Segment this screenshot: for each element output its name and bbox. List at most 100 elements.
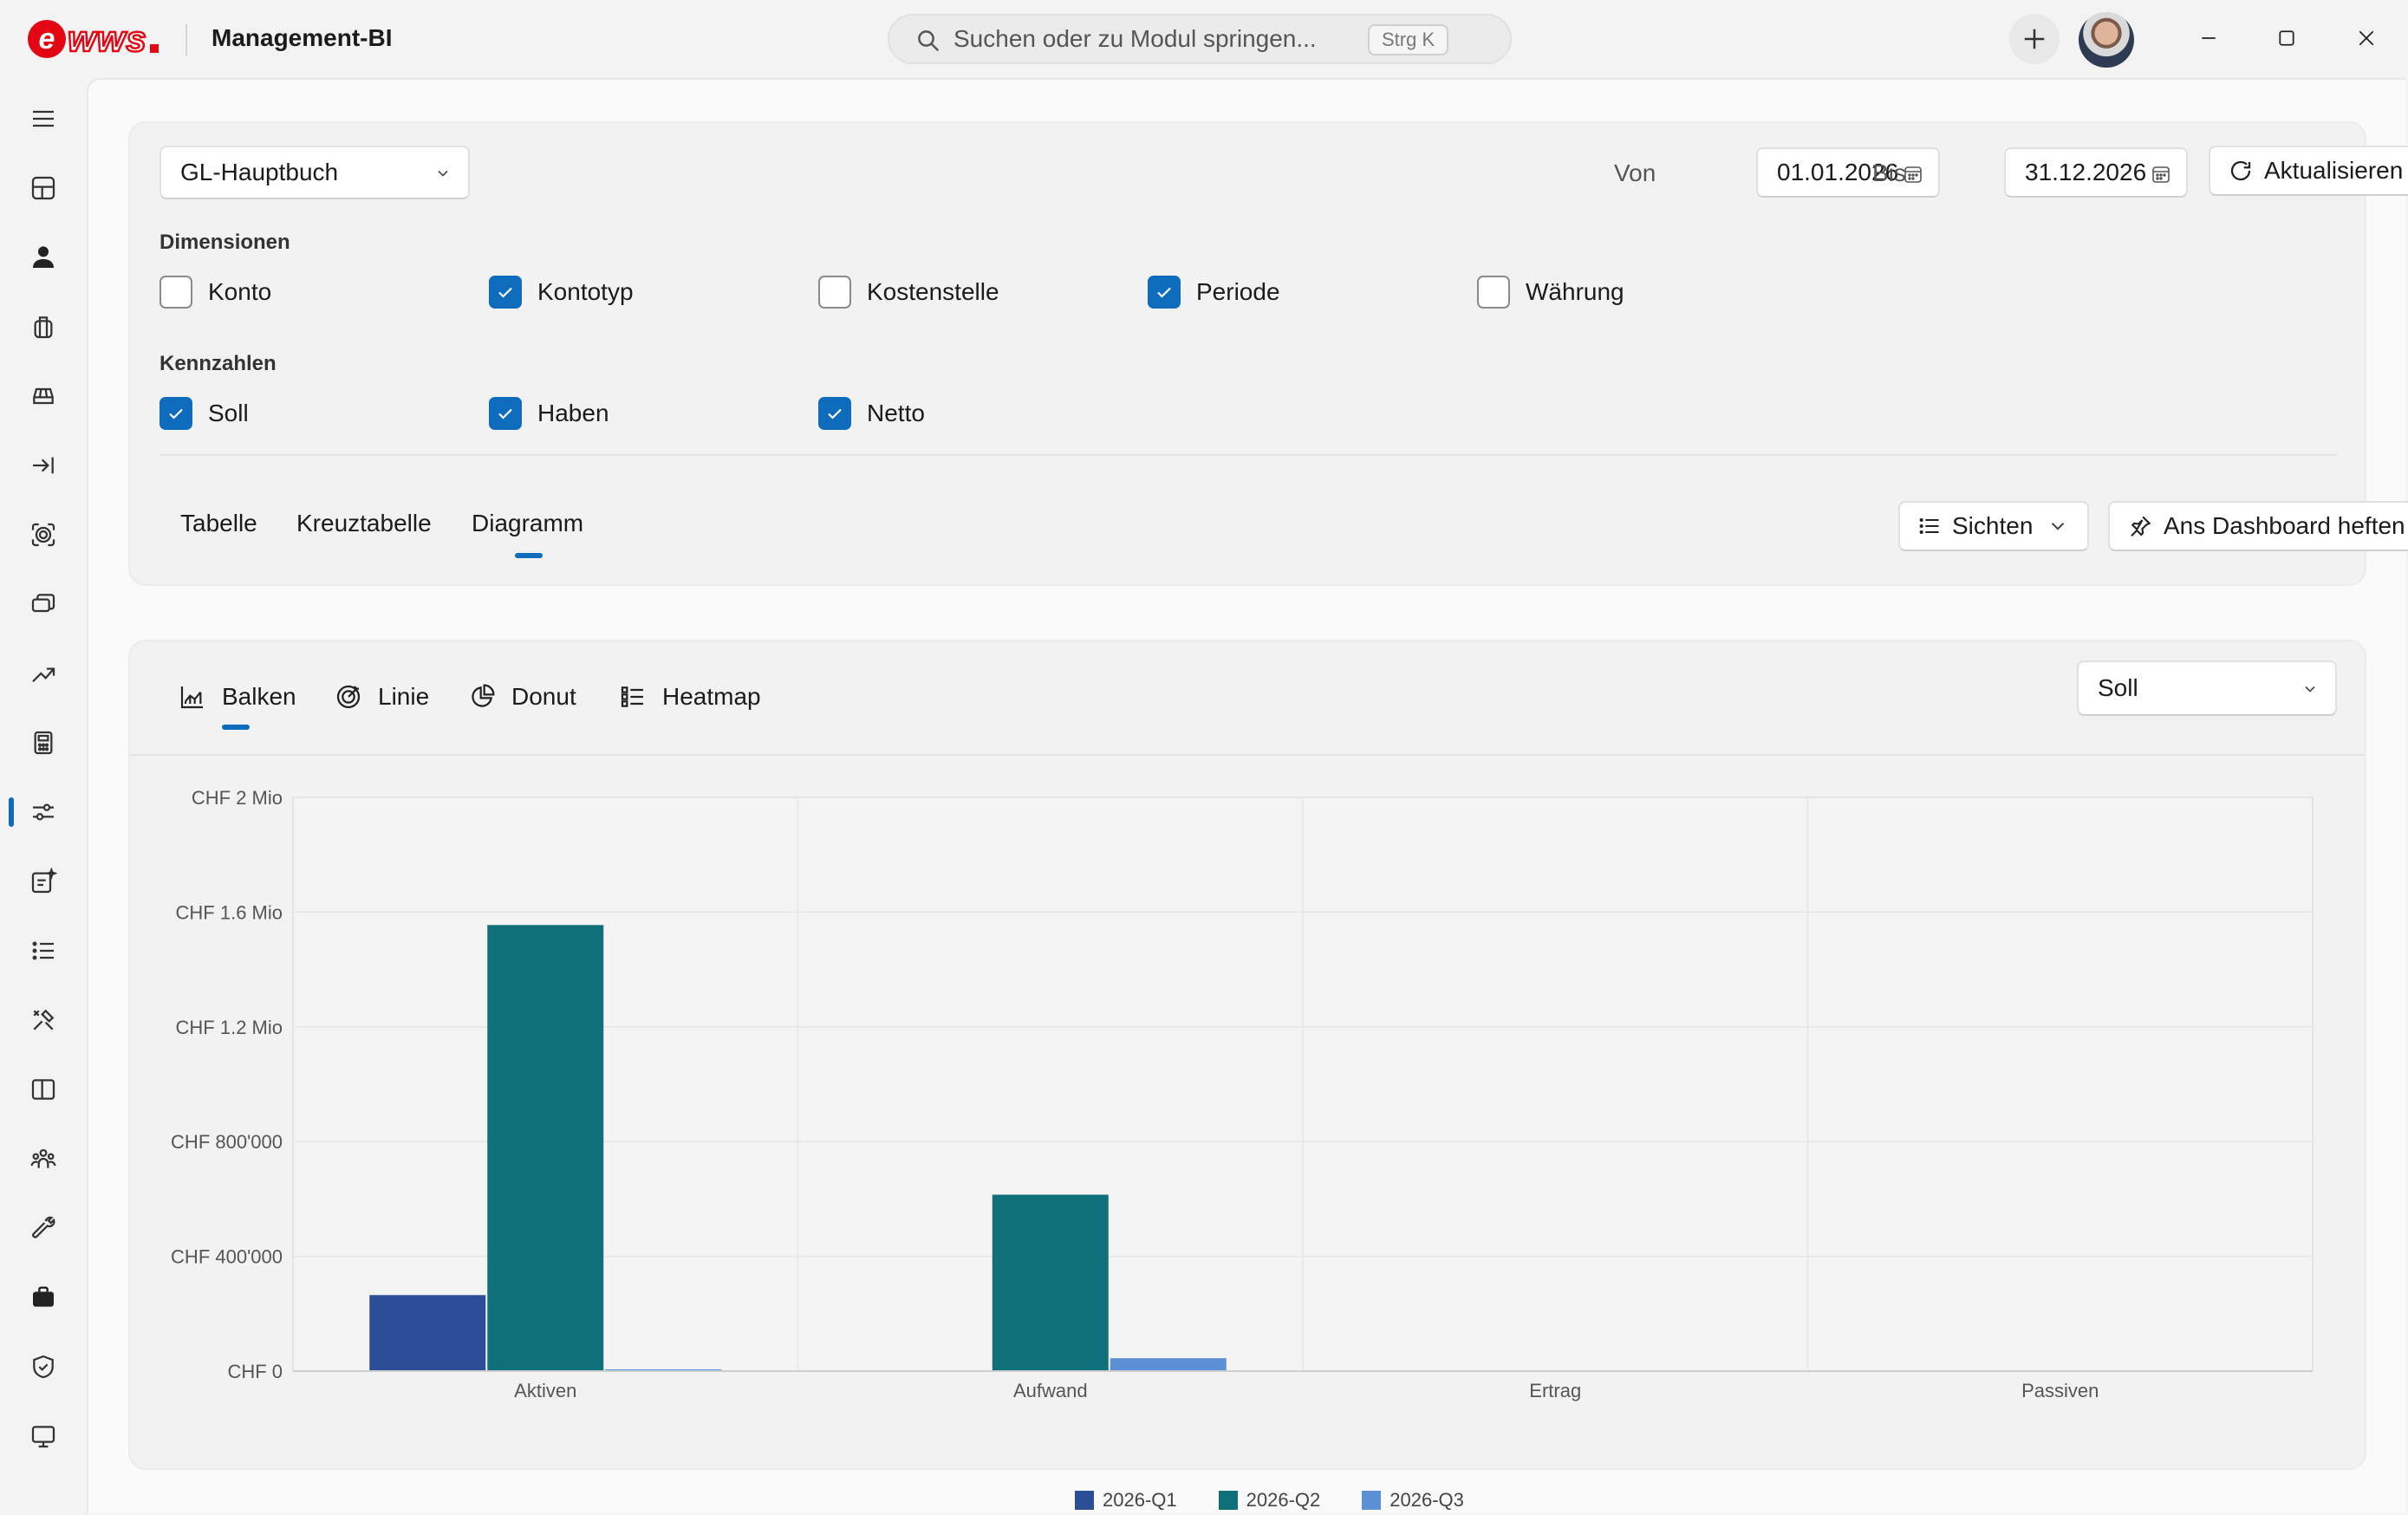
checkbox-kontotyp[interactable]: Kontotyp — [489, 276, 634, 309]
views-label: Sichten — [1952, 512, 2034, 539]
checkbox-netto[interactable]: Netto — [818, 397, 925, 430]
nav-shield[interactable] — [22, 1345, 65, 1388]
line-chart-icon — [336, 685, 361, 709]
tab-kreuztabelle[interactable]: Kreuztabelle — [296, 510, 432, 536]
settings-scan-icon — [31, 523, 55, 547]
avatar[interactable] — [2079, 12, 2134, 68]
pin-dashboard-button[interactable]: Ans Dashboard heften — [2108, 501, 2408, 551]
nav-book[interactable] — [22, 1068, 65, 1111]
y-tick-label: CHF 2 Mio — [192, 787, 283, 809]
bar-2026-q2-aufwand — [992, 1194, 1109, 1371]
search-bar[interactable]: Suchen oder zu Modul springen... Strg K — [888, 14, 1512, 64]
bar-2026-q2-aktiven — [487, 925, 604, 1371]
nav-calculator[interactable] — [22, 721, 65, 764]
close-icon — [2359, 30, 2374, 46]
charttab-heatmap[interactable]: Heatmap — [619, 683, 761, 711]
logo-dot — [149, 44, 159, 53]
nav-ai-document[interactable] — [22, 860, 65, 903]
to-date-input[interactable]: 31.12.2026 — [2004, 147, 2188, 198]
close-button[interactable] — [2340, 12, 2392, 64]
import-icon — [33, 457, 54, 474]
measures-label: Kennzahlen — [159, 352, 277, 375]
maximize-button[interactable] — [2261, 12, 2313, 64]
bar-chart-icon — [180, 686, 203, 709]
nav-wrench[interactable] — [22, 1206, 65, 1250]
checkbox-kostenstelle[interactable]: Kostenstelle — [818, 276, 999, 309]
nav-sliders[interactable] — [22, 790, 65, 834]
legend-item[interactable]: 2026-Q1 — [1075, 1489, 1177, 1512]
checkbox-waehrung[interactable]: Währung — [1477, 276, 1624, 309]
legend-item[interactable]: 2026-Q3 — [1362, 1489, 1464, 1512]
tab-tabelle[interactable]: Tabelle — [180, 510, 257, 536]
checkbox-konto[interactable]: Konto — [159, 276, 271, 309]
dashboard-icon — [31, 176, 55, 200]
refresh-button[interactable]: Aktualisieren — [2209, 146, 2408, 196]
charttab-linie[interactable]: Linie — [335, 683, 429, 711]
new-button[interactable] — [2009, 14, 2060, 64]
nav-import[interactable] — [22, 444, 65, 487]
from-label: Von — [1614, 159, 1656, 186]
checkbox-periode[interactable]: Periode — [1148, 276, 1280, 309]
person-icon — [33, 246, 54, 268]
minimize-button[interactable] — [2183, 12, 2235, 64]
nav-list[interactable] — [22, 929, 65, 972]
vehicle-icon — [33, 387, 54, 405]
search-shortcut: Strg K — [1368, 24, 1449, 55]
divider — [130, 754, 2365, 756]
shield-icon — [33, 1355, 54, 1379]
checkbox-haben[interactable]: Haben — [489, 397, 609, 430]
tab-diagramm[interactable]: Diagramm — [472, 510, 584, 536]
nav-trend[interactable] — [22, 652, 65, 695]
checkmark-icon — [828, 408, 842, 419]
briefcase-icon — [33, 1286, 54, 1307]
legend-label: 2026-Q1 — [1103, 1489, 1177, 1511]
chevron-down-icon — [2305, 686, 2315, 692]
pin-label: Ans Dashboard heften — [2164, 512, 2405, 539]
to-date-value: 31.12.2026 — [2025, 159, 2147, 185]
menu-button[interactable] — [22, 97, 65, 140]
dimensions-label: Dimensionen — [159, 231, 290, 254]
legend-item[interactable]: 2026-Q2 — [1218, 1489, 1321, 1512]
wrench-icon — [32, 1216, 55, 1239]
sliders-icon — [33, 803, 54, 821]
legend-label: 2026-Q3 — [1389, 1489, 1464, 1511]
calculator-icon — [34, 731, 53, 755]
nav-vehicle[interactable] — [22, 374, 65, 418]
views-button[interactable]: Sichten — [1898, 501, 2089, 551]
nav-briefcase[interactable] — [22, 1276, 65, 1319]
chart-legend: 2026-Q1 2026-Q2 2026-Q3 — [1075, 1489, 1464, 1512]
x-tick-label: Aufwand — [1013, 1380, 1088, 1401]
nav-people[interactable] — [22, 1137, 65, 1180]
legend-swatch — [1218, 1491, 1238, 1510]
checkmark-icon — [1157, 287, 1171, 298]
legend-label: 2026-Q2 — [1246, 1489, 1321, 1511]
chart-panel: Balken Linie Donut Heatmap Soll CHF 0 CHF… — [128, 640, 2366, 1511]
y-tick-label: CHF 0 — [227, 1361, 283, 1382]
checkmark-icon — [498, 287, 512, 298]
logo-text: wws — [67, 17, 147, 61]
from-date-input[interactable]: 01.01.2026 — [1756, 147, 1940, 198]
legend-swatch — [1075, 1491, 1094, 1510]
ai-document-icon — [31, 868, 57, 894]
checkbox-soll[interactable]: Soll — [159, 397, 249, 430]
checkbox-label: Währung — [1526, 278, 1624, 305]
nav-monitor[interactable] — [22, 1414, 65, 1458]
nav-person[interactable] — [22, 236, 65, 279]
book-icon — [31, 1079, 55, 1100]
charttab-balken[interactable]: Balken — [179, 683, 296, 711]
nav-dashboard[interactable] — [22, 166, 65, 210]
navigation-rail — [0, 78, 87, 1515]
to-label: Bis — [1872, 159, 1906, 186]
checkmark-icon — [169, 408, 183, 419]
nav-tools[interactable] — [22, 998, 65, 1042]
app-logo[interactable]: e wws — [28, 17, 159, 61]
nav-devices[interactable] — [22, 582, 65, 626]
logo-mark: e — [28, 20, 66, 58]
nav-settings-scan[interactable] — [22, 513, 65, 556]
charttab-donut[interactable]: Donut — [468, 683, 576, 711]
filter-panel: GL-Hauptbuch Von 01.01.2026 Bis 31.12.20… — [128, 121, 2408, 586]
checkbox-box — [1477, 276, 1510, 309]
nav-bag[interactable] — [22, 305, 65, 348]
source-select[interactable]: GL-Hauptbuch — [159, 146, 470, 199]
measure-select[interactable]: Soll — [2077, 660, 2337, 716]
